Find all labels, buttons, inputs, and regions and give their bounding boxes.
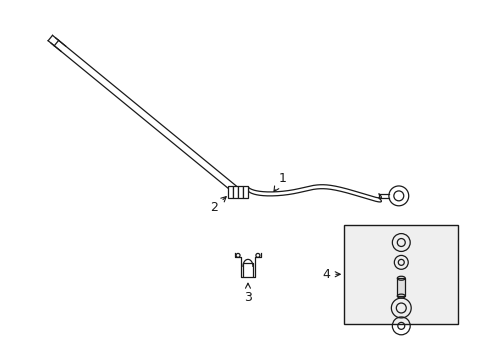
Bar [396, 278, 405, 296]
Bar [243, 186, 247, 198]
Bar [233, 186, 238, 198]
Bar [344, 225, 457, 324]
Text: 4: 4 [322, 268, 340, 281]
Text: 3: 3 [244, 283, 251, 303]
Text: 1: 1 [273, 171, 286, 192]
Bar [238, 186, 243, 198]
Bar [228, 186, 233, 198]
Text: 2: 2 [210, 197, 226, 214]
